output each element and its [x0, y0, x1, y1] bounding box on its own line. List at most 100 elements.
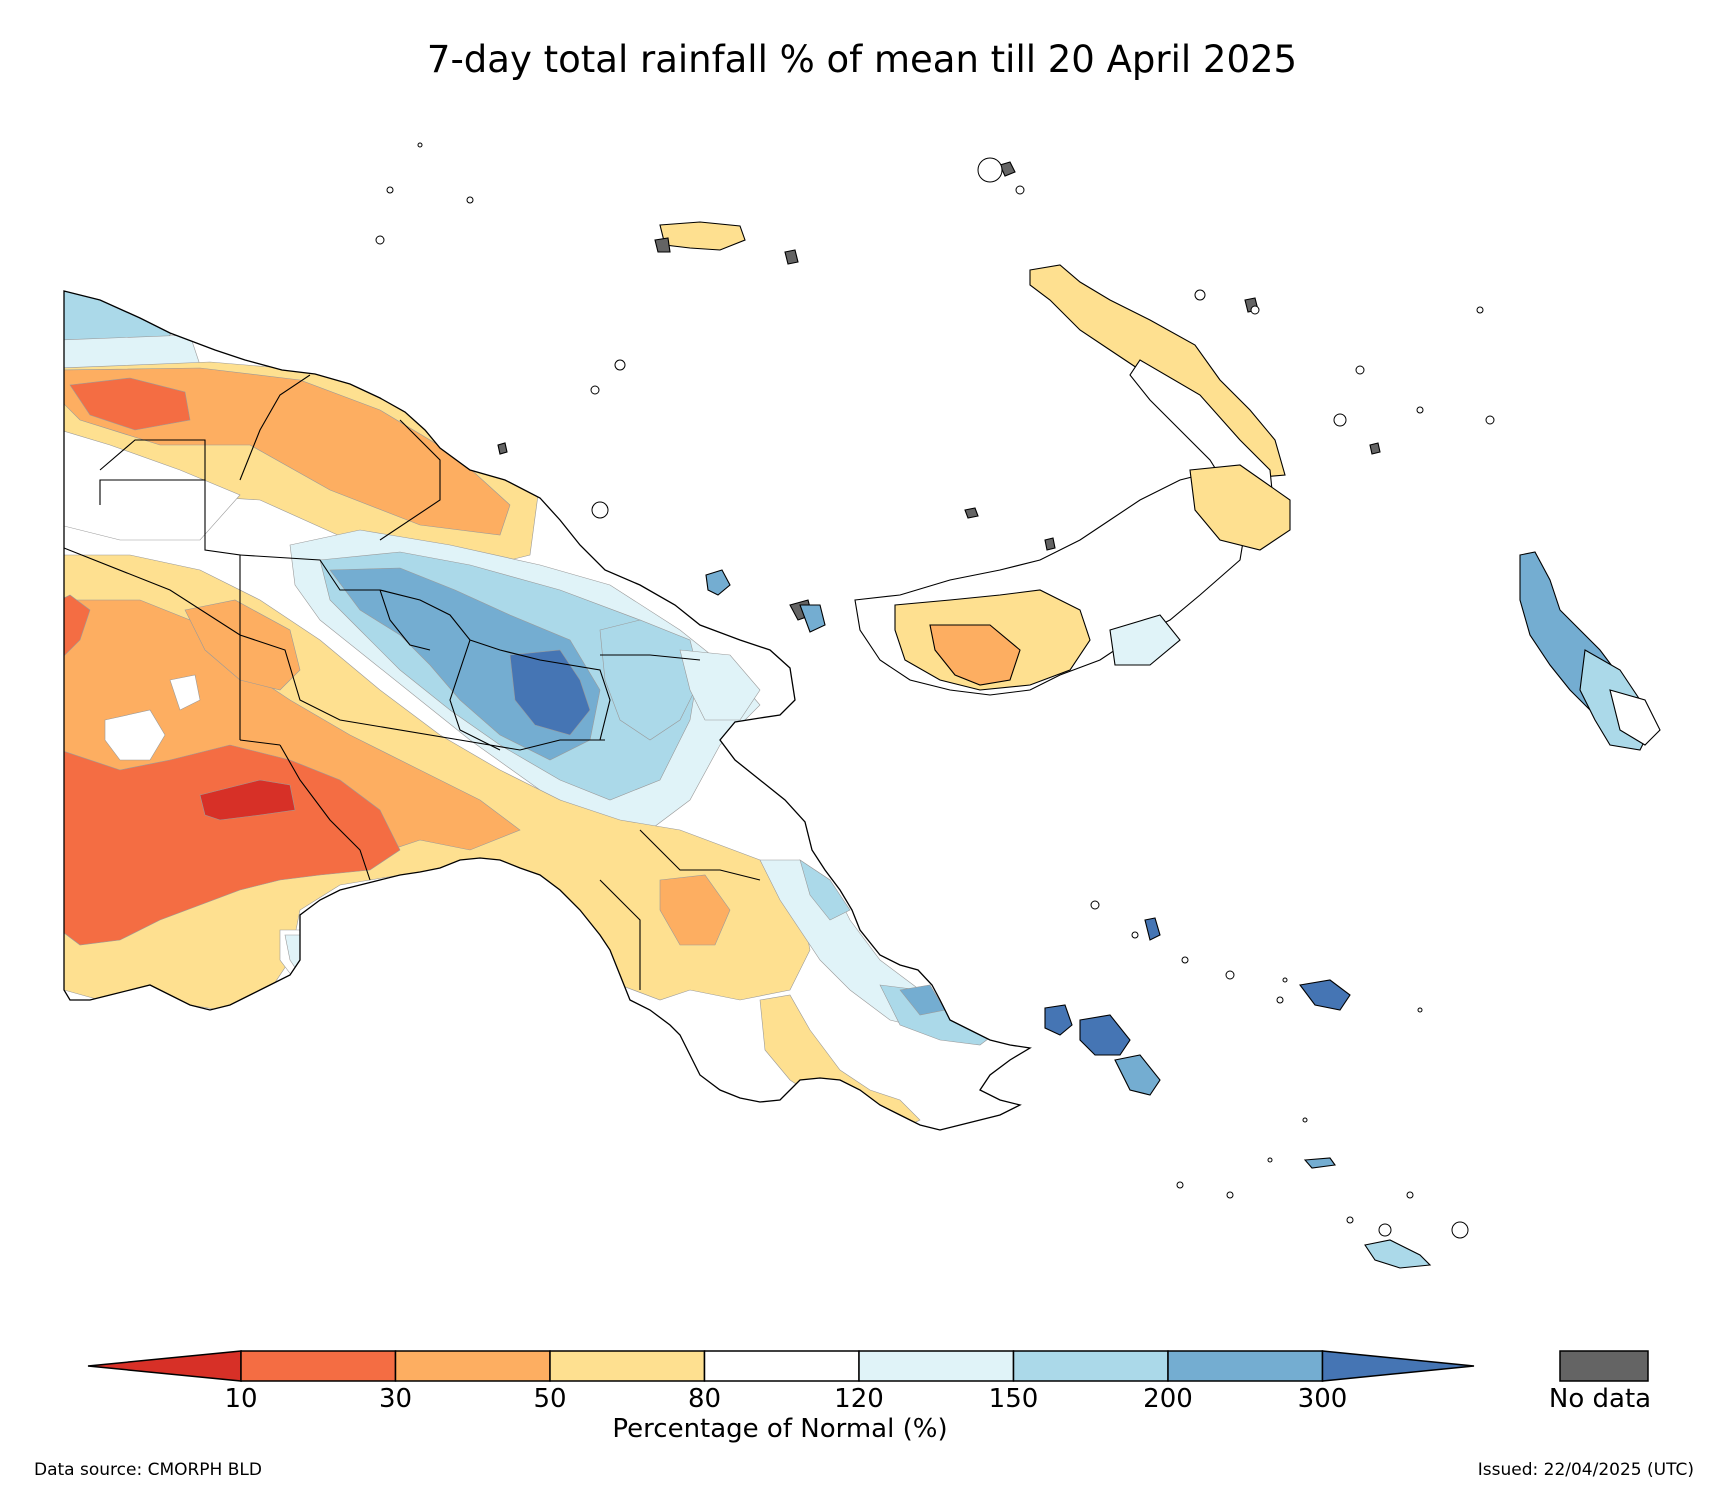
- islet: [590, 385, 600, 395]
- rainfall-contour-50-80: [759, 994, 921, 1130]
- goodenough-island: [1044, 1004, 1073, 1036]
- islet: [1090, 900, 1100, 910]
- islet: [1302, 1117, 1308, 1123]
- islet: [1015, 185, 1025, 195]
- rainfall-contour-30-50: [659, 874, 731, 946]
- bougainville-tip: [1609, 689, 1661, 746]
- colorbar-tick-label: 200: [1143, 1384, 1193, 1414]
- islet: [1131, 931, 1139, 939]
- rainfall-contour-150-200: [799, 859, 851, 921]
- islet: [1416, 406, 1424, 414]
- woodlark-island: [1299, 979, 1351, 1011]
- colorbar-tick-label: 150: [988, 1384, 1039, 1414]
- colorbar-extend-high: [1321, 1350, 1475, 1382]
- trobriand-north: [1144, 917, 1161, 941]
- islet: [1282, 977, 1288, 983]
- colorbar-label: Percentage of Normal (%): [612, 1414, 948, 1444]
- islet-nodata: [497, 442, 508, 455]
- islet: [591, 501, 609, 519]
- province-border: [379, 419, 441, 541]
- rainfall-contour-10-30: [69, 377, 191, 431]
- manus-east-nodata: [784, 249, 799, 265]
- islet: [1267, 1157, 1273, 1163]
- map-title: 7-day total rainfall % of mean till 20 A…: [426, 38, 1298, 81]
- colorbar-tick-label: 30: [378, 1384, 413, 1414]
- islet: [417, 142, 423, 148]
- islet: [1181, 956, 1189, 964]
- islet-nodata: [1044, 537, 1056, 551]
- no-data-label: No data: [1548, 1384, 1652, 1414]
- colorbar-bin-80-120: [703, 1350, 860, 1382]
- colorbar-tick-label: 120: [834, 1384, 884, 1414]
- colorbar-tick-label: 300: [1297, 1384, 1348, 1414]
- rainfall-contour->300: [509, 649, 591, 736]
- islet: [614, 359, 626, 371]
- new-britain-orange: [929, 624, 1021, 686]
- islet: [1226, 1191, 1234, 1199]
- islet: [1346, 1216, 1354, 1224]
- rainfall-contour-30-50: [184, 599, 301, 691]
- islet: [977, 157, 1003, 183]
- province-border: [239, 739, 281, 746]
- rainfall-contour-80-120: [104, 709, 166, 761]
- islet: [1417, 1007, 1423, 1013]
- islet: [1485, 415, 1495, 425]
- islet: [1176, 1181, 1184, 1189]
- new-britain-east-blue: [1109, 614, 1181, 666]
- gazelle-peninsula: [1189, 464, 1291, 551]
- province-border: [279, 744, 371, 881]
- normanby-island: [1114, 1054, 1161, 1096]
- province-border: [239, 374, 311, 481]
- colorbar-bin-200-300: [1167, 1350, 1324, 1382]
- islet: [1225, 970, 1235, 980]
- rossel-island: [1364, 1239, 1432, 1269]
- colorbar-bin-50-80: [549, 1350, 706, 1382]
- islet-nodata: [1369, 442, 1381, 455]
- misima-island: [1303, 1157, 1336, 1169]
- colorbar-extend-low: [87, 1350, 242, 1382]
- colorbar-tick-label: 10: [224, 1384, 258, 1414]
- islet: [1476, 306, 1484, 314]
- islet: [1276, 996, 1284, 1004]
- province-border: [99, 439, 206, 480]
- colorbar-bin-150-200: [1012, 1350, 1169, 1382]
- islet: [466, 196, 474, 204]
- karkar-island: [705, 569, 731, 596]
- colorbar-bin-10-30: [240, 1350, 397, 1382]
- islet: [1250, 305, 1260, 315]
- data-source: Data source: CMORPH BLD: [34, 1460, 262, 1480]
- province-border: [449, 639, 501, 751]
- islet: [375, 235, 385, 245]
- rainfall-contour-10-30: [64, 744, 401, 946]
- colorbar: [87, 1350, 1475, 1382]
- rainfall-contour-80-120: [169, 674, 201, 711]
- manus-nodata: [654, 237, 671, 253]
- manus-island: [659, 221, 746, 251]
- province-border: [99, 479, 241, 740]
- islet-nodata: [999, 161, 1016, 177]
- islet: [386, 186, 394, 194]
- islet: [1378, 1223, 1392, 1237]
- islet: [1333, 413, 1347, 427]
- islet-nodata: [964, 507, 979, 519]
- rainfall-contour-150-200: [599, 619, 701, 741]
- rainfall-contour-<10: [199, 779, 296, 821]
- fergusson-island: [1079, 1014, 1131, 1056]
- long-island: [799, 604, 826, 633]
- no-data-swatch: [1559, 1350, 1649, 1382]
- province-border: [469, 639, 611, 741]
- colorbar-bin-120-150: [858, 1350, 1015, 1382]
- province-border: [379, 589, 431, 651]
- rainfall-contour-10-30: [64, 594, 91, 661]
- colorbar-bin-30-50: [394, 1350, 551, 1382]
- islet: [1406, 1191, 1414, 1199]
- islet: [1451, 1221, 1469, 1239]
- colorbar-tick-label: 80: [687, 1384, 722, 1414]
- province-border: [639, 829, 761, 881]
- coastline-outlines: [63, 142, 1661, 1269]
- issued-date: Issued: 22/04/2025 (UTC): [1477, 1460, 1694, 1480]
- islet: [1355, 365, 1365, 375]
- islet: [1194, 289, 1206, 301]
